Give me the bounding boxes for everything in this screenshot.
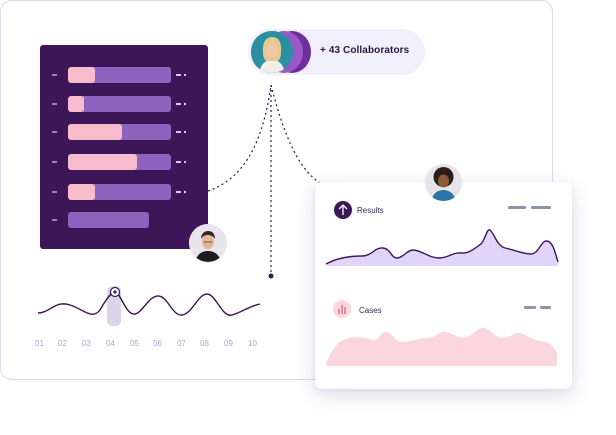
bar-fill	[68, 184, 95, 200]
bar-panel	[40, 45, 208, 249]
bar-fill	[68, 67, 95, 83]
cases-area	[326, 327, 557, 366]
results-menu-dash[interactable]	[531, 206, 551, 209]
timeline-label[interactable]: 03	[82, 339, 91, 348]
timeline-label[interactable]: 08	[200, 339, 209, 348]
arrow-up-circle-icon	[334, 201, 352, 219]
results-title: Results	[357, 206, 384, 215]
bar-row	[40, 154, 208, 170]
bar-fill	[68, 124, 122, 140]
timeline-label[interactable]: 02	[58, 339, 67, 348]
timeline-label[interactable]: 07	[177, 339, 186, 348]
avatar-man[interactable]	[189, 224, 227, 262]
avatar-woman-blonde[interactable]	[251, 31, 293, 73]
bar-row	[40, 212, 208, 228]
timeline-label[interactable]: 06	[153, 339, 162, 348]
timeline-label[interactable]: 09	[224, 339, 233, 348]
timeline-label[interactable]: 05	[130, 339, 139, 348]
bar-row	[40, 184, 208, 200]
bar-fill	[68, 96, 85, 112]
cases-menu-dash[interactable]	[524, 306, 536, 309]
metrics-card: Results Cases	[315, 182, 572, 389]
bar-row	[40, 67, 208, 83]
bar-chart-icon	[333, 300, 351, 318]
avatar-woman-curly[interactable]	[425, 164, 462, 201]
results-menu-dash[interactable]	[508, 206, 526, 209]
bar-row	[40, 96, 208, 112]
bar-row	[40, 124, 208, 140]
collaborators-label: + 43 Collaborators	[320, 45, 410, 56]
timeline-label[interactable]: 01	[35, 339, 44, 348]
bar-fill	[68, 154, 137, 170]
cases-menu-dash[interactable]	[540, 306, 551, 309]
cases-title: Cases	[359, 306, 382, 315]
timeline-label[interactable]: 04	[106, 339, 115, 348]
results-area	[326, 229, 558, 266]
timeline-label[interactable]: 10	[248, 339, 257, 348]
